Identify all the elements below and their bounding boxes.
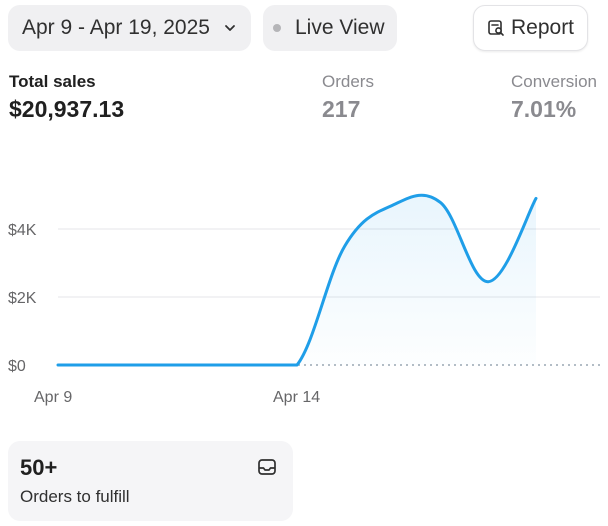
metric-total-sales[interactable]: Total sales $20,937.13: [9, 72, 124, 123]
metric-conversion[interactable]: Conversion 7.01%: [511, 72, 597, 123]
report-button[interactable]: Report: [473, 5, 588, 51]
report-label: Report: [510, 16, 575, 39]
metric-conversion-label: Conversion: [511, 72, 597, 91]
fulfill-label: Orders to fulfill: [20, 487, 130, 506]
status-dot-icon: [273, 24, 281, 32]
report-search-icon: [488, 20, 504, 36]
metric-orders[interactable]: Orders 217: [322, 72, 374, 123]
sales-area-fill: [58, 195, 536, 365]
live-view-label: Live View: [295, 16, 385, 39]
live-view-button[interactable]: Live View: [263, 5, 397, 51]
metric-orders-value: 217: [322, 96, 361, 122]
fulfill-count: 50+: [20, 455, 58, 480]
y-tick-label: $0: [8, 358, 26, 375]
metric-total-sales-value: $20,937.13: [9, 96, 125, 122]
date-range-label: Apr 9 - Apr 19, 2025: [22, 16, 210, 39]
metric-total-sales-label: Total sales: [9, 72, 96, 91]
metric-orders-label: Orders: [322, 72, 374, 91]
x-tick-label: Apr 9: [34, 389, 72, 406]
metric-conversion-value: 7.01%: [511, 96, 577, 122]
orders-to-fulfill-card[interactable]: 50+ Orders to fulfill: [8, 441, 293, 521]
date-range-picker[interactable]: Apr 9 - Apr 19, 2025: [8, 5, 251, 51]
sales-chart: $0 $2K $4K Apr 9 Apr 14: [8, 193, 600, 406]
sales-line: [56, 193, 538, 367]
inbox-icon: [258, 459, 276, 475]
chevron-down-icon: [225, 25, 235, 31]
y-tick-label: $2K: [8, 290, 37, 307]
x-tick-label: Apr 14: [273, 389, 320, 406]
y-tick-label: $4K: [8, 222, 37, 239]
